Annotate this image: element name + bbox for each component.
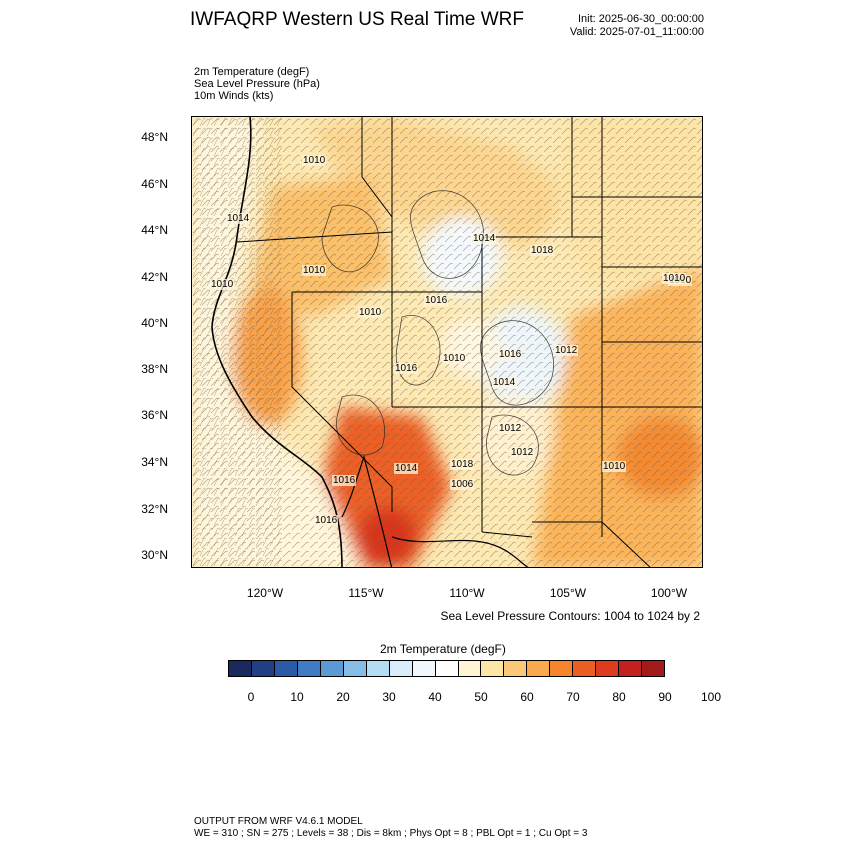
lat-label: 34°N <box>141 455 168 469</box>
pressure-label: 1016 <box>332 475 357 486</box>
pressure-label: 1012 <box>498 423 523 434</box>
model-config: WE = 310 ; SN = 275 ; Levels = 38 ; Dis … <box>194 828 588 839</box>
colorbar-swatch <box>229 661 252 676</box>
pressure-label: 1010 <box>442 353 467 364</box>
lat-label: 38°N <box>141 362 168 376</box>
coastline <box>211 117 343 567</box>
pressure-label: 1010 <box>358 307 383 318</box>
lon-label: 100°W <box>650 586 688 600</box>
colorbar-swatch <box>573 661 597 676</box>
colorbar-swatch <box>274 661 298 676</box>
lat-label: 44°N <box>141 223 168 237</box>
map-canvas <box>192 117 702 567</box>
pressure-label: 1010 <box>602 461 627 472</box>
pressure-label: 1016 <box>314 515 339 526</box>
lon-label: 120°W <box>246 586 284 600</box>
lat-label: 32°N <box>141 502 168 516</box>
lon-label: 105°W <box>549 586 587 600</box>
field-label-pressure: Sea Level Pressure (hPa) <box>194 78 320 90</box>
lat-label: 36°N <box>141 408 168 422</box>
valid-time: Valid: 2025-07-01_11:00:00 <box>569 26 704 38</box>
lat-label: 30°N <box>141 548 168 562</box>
lat-label: 40°N <box>141 316 168 330</box>
pressure-label: 1010 <box>302 155 327 166</box>
lat-label: 46°N <box>141 177 168 191</box>
colorbar-swatch <box>251 661 275 676</box>
colorbar-tick-label: 80 <box>612 690 626 704</box>
colorbar-swatch <box>550 661 574 676</box>
init-time: Init: 2025-06-30_00:00:00 <box>578 13 704 25</box>
pressure-label: 1016 <box>424 295 449 306</box>
colorbar-tick-label: 90 <box>658 690 672 704</box>
colorbar-swatch <box>481 661 505 676</box>
model-info: OUTPUT FROM WRF V4.6.1 MODEL <box>194 816 363 827</box>
pressure-label: 1010 <box>210 279 235 290</box>
pressure-label: 1018 <box>450 459 475 470</box>
colorbar-swatch <box>320 661 344 676</box>
colorbar-tick-label: 70 <box>566 690 580 704</box>
colorbar-tick-label: 10 <box>290 690 304 704</box>
lat-label: 42°N <box>141 270 168 284</box>
colorbar-swatch <box>343 661 367 676</box>
colorbar-tick-label: 0 <box>247 690 255 704</box>
pressure-label: 1014 <box>472 233 497 244</box>
lon-label: 110°W <box>449 586 485 600</box>
colorbar-swatch <box>366 661 390 676</box>
colorbar-tick-label: 30 <box>382 690 396 704</box>
colorbar-swatch <box>435 661 459 676</box>
colorbar-swatch <box>596 661 620 676</box>
colorbar-swatch <box>297 661 321 676</box>
colorbar-swatch <box>619 661 643 676</box>
colorbar-swatch <box>527 661 551 676</box>
pressure-label: 1016 <box>498 349 523 360</box>
pressure-label: 1006 <box>450 479 475 490</box>
colorbar-swatch <box>389 661 413 676</box>
colorbar-swatch <box>504 661 528 676</box>
pressure-label: 1018 <box>530 245 555 256</box>
field-label-temperature: 2m Temperature (degF) <box>194 66 310 78</box>
colorbar-swatch <box>412 661 436 676</box>
pressure-label: 1010 <box>302 265 327 276</box>
colorbar-tick-label: 50 <box>474 690 488 704</box>
colorbar-tick-label: 20 <box>336 690 350 704</box>
colorbar-swatch <box>458 661 482 676</box>
lon-label: 115°W <box>348 586 384 600</box>
pressure-label: 1012 <box>510 447 535 458</box>
lat-label: 48°N <box>141 130 168 144</box>
colorbar-title: 2m Temperature (degF) <box>380 642 506 656</box>
pressure-label: 1012 <box>554 345 579 356</box>
weather-map: 1010 1014 1010 1010 1014 1018 1010 1010 1016 1012… <box>191 116 703 568</box>
pressure-label: 1014 <box>492 377 517 388</box>
colorbar-swatch <box>642 661 665 676</box>
field-label-winds: 10m Winds (kts) <box>194 90 274 102</box>
colorbar-tick-label: 100 <box>700 690 722 704</box>
colorbar <box>228 660 665 677</box>
contour-note: Sea Level Pressure Contours: 1004 to 102… <box>440 609 701 623</box>
pressure-label: 1014 <box>226 213 251 224</box>
pressure-label: 1014 <box>394 463 419 474</box>
colorbar-tick-label: 40 <box>428 690 442 704</box>
map-title: IWFAQRP Western US Real Time WRF <box>190 9 524 30</box>
colorbar-tick-label: 60 <box>520 690 534 704</box>
pressure-label: 1010 <box>662 273 687 284</box>
pressure-label: 1016 <box>394 363 419 374</box>
